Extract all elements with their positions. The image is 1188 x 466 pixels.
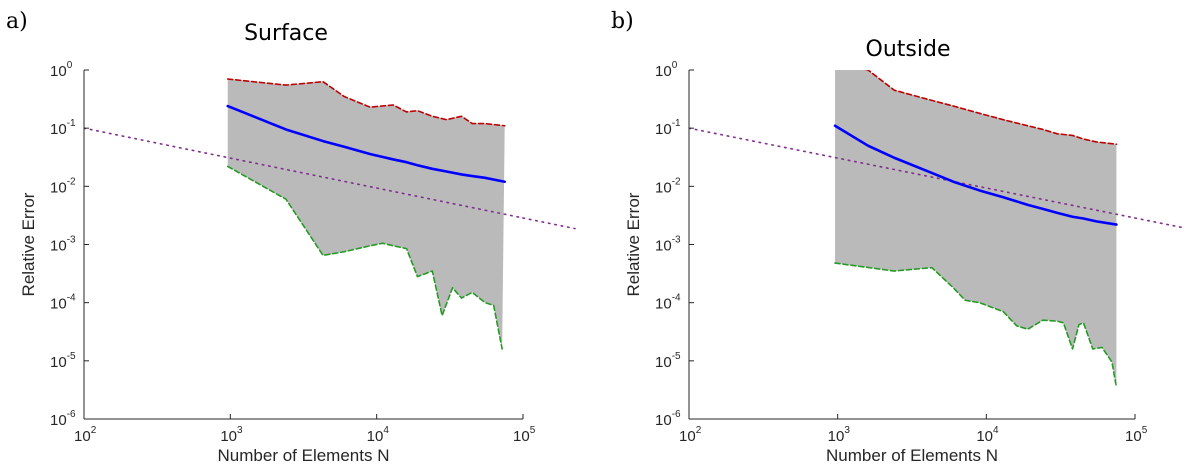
y-tick-label: 100 [655, 60, 678, 80]
x-tick-label-exp: 5 [1142, 425, 1148, 436]
x-tick-label: 103 [828, 425, 851, 445]
y-tick-label: 10-3 [50, 235, 76, 255]
y-tick-label: 10-5 [655, 351, 681, 371]
x-tick-label-base: 10 [220, 428, 237, 445]
y-tick-label-base: 10 [655, 296, 672, 313]
x-tick-label-exp: 4 [993, 425, 999, 436]
y-tick-label: 10-2 [655, 176, 681, 196]
y-tick-label-exp: -6 [67, 409, 76, 420]
y-tick-label-base: 10 [50, 296, 67, 313]
y-tick-label: 10-1 [50, 118, 76, 138]
x-tick-label-base: 10 [976, 428, 993, 445]
y-tick-label-exp: 0 [67, 60, 73, 71]
y-tick-label: 10-5 [50, 351, 76, 371]
x-tick-label-base: 10 [513, 428, 530, 445]
y-tick-label: 100 [50, 60, 73, 80]
y-tick-label-base: 10 [655, 121, 672, 138]
x-tick-label: 102 [74, 425, 97, 445]
x-tick-label-exp: 3 [844, 425, 850, 436]
x-tick-label-exp: 2 [91, 425, 97, 436]
y-tick-label: 10-4 [50, 293, 76, 313]
y-tick-label-exp: -1 [672, 118, 681, 129]
x-axis-label: Number of Elements N [218, 446, 390, 465]
x-tick-label-base: 10 [828, 428, 845, 445]
y-tick-label-base: 10 [50, 412, 67, 429]
x-tick-label-exp: 3 [237, 425, 243, 436]
x-tick-label: 103 [220, 425, 243, 445]
error-band [227, 79, 505, 349]
plot-area [84, 78, 523, 350]
x-tick-label: 104 [976, 425, 999, 445]
plot-area [689, 70, 1135, 389]
panel-1: 102 103 104 10510-610-510-410-310-210-1100N… [6, 9, 576, 465]
y-tick-label: 10-6 [655, 409, 681, 429]
y-tick-label-exp: 0 [672, 60, 678, 71]
x-tick-label: 102 [679, 425, 702, 445]
y-tick-label-base: 10 [655, 412, 672, 429]
y-tick-label: 10-1 [655, 118, 681, 138]
y-tick-label: 10-4 [655, 293, 681, 313]
y-tick-label-exp: -3 [67, 235, 76, 246]
y-tick-label: 10-6 [50, 409, 76, 429]
y-axis-label: Relative Error [624, 192, 643, 296]
x-tick-label: 105 [513, 425, 536, 445]
y-tick-label-base: 10 [655, 354, 672, 371]
error-band [835, 70, 1117, 388]
reference-line [84, 127, 523, 219]
x-tick-label-exp: 4 [383, 425, 389, 436]
y-tick-label-exp: -2 [67, 176, 76, 187]
mean-line [833, 124, 1118, 226]
y-tick-label-exp: -4 [67, 293, 76, 304]
chart-title: Surface [244, 21, 328, 46]
y-tick-label-exp: -4 [672, 293, 681, 304]
panel-2: 102 103 104 10510-610-510-410-310-210-1100N… [611, 9, 1186, 465]
y-tick-label-exp: -3 [672, 235, 681, 246]
y-tick-label-exp: -5 [672, 351, 681, 362]
x-axis-label: Number of Elements N [826, 446, 998, 465]
y-tick-label-base: 10 [655, 179, 672, 196]
x-tick-label-base: 10 [367, 428, 384, 445]
y-tick-label-base: 10 [50, 179, 67, 196]
y-tick-label: 10-2 [50, 176, 76, 196]
y-tick-label-exp: -5 [67, 351, 76, 362]
mean-line [226, 104, 507, 184]
y-tick-label-base: 10 [50, 354, 67, 371]
x-tick-label-base: 10 [679, 428, 696, 445]
x-tick-label-exp: 2 [696, 425, 702, 436]
lower-bound-line [226, 165, 503, 350]
x-tick-label-base: 10 [1125, 428, 1142, 445]
y-tick-label-base: 10 [50, 238, 67, 255]
y-axis-label: Relative Error [19, 192, 38, 296]
reference-line-extension [1134, 217, 1186, 229]
panel-label: a) [6, 9, 28, 34]
lower-bound-line [834, 262, 1118, 389]
reference-line [689, 127, 1135, 219]
x-tick-label-exp: 5 [530, 425, 536, 436]
reference-line-extension [522, 217, 576, 230]
y-tick-label-exp: -6 [672, 409, 681, 420]
panel-label: b) [611, 9, 634, 34]
y-tick-label: 10-3 [655, 235, 681, 255]
y-tick-label-base: 10 [655, 238, 672, 255]
upper-bound-line [226, 78, 506, 127]
y-tick-label-base: 10 [50, 121, 67, 138]
chart-title: Outside [866, 37, 951, 62]
y-tick-label-base: 10 [655, 63, 672, 80]
y-tick-label-exp: -2 [672, 176, 681, 187]
y-tick-label-base: 10 [50, 63, 67, 80]
y-tick-label-exp: -1 [67, 118, 76, 129]
x-tick-label: 105 [1125, 425, 1148, 445]
x-tick-label: 104 [367, 425, 390, 445]
x-tick-label-base: 10 [74, 428, 91, 445]
upper-bound-line [864, 70, 1118, 146]
